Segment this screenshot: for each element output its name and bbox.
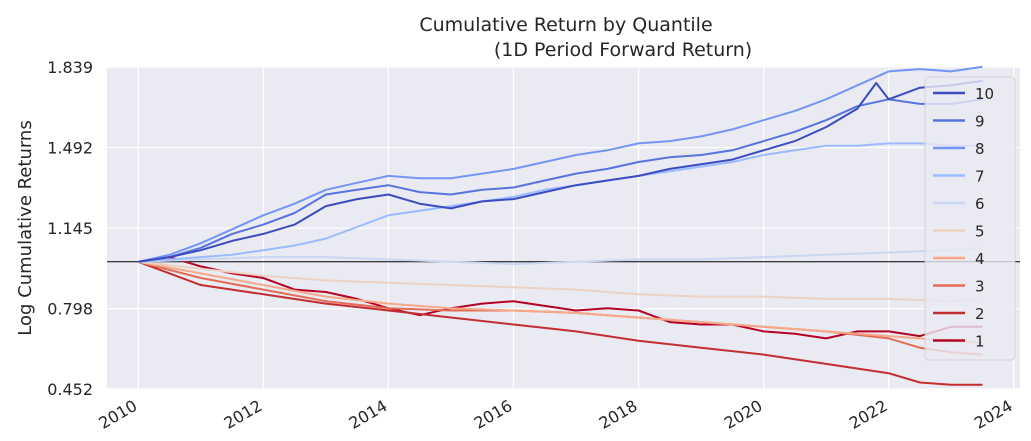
chart-title: Cumulative Return by Quantile [419,14,712,36]
y-tick-label: 0.452 [47,380,93,399]
legend-label-8: 8 [975,140,985,158]
x-tick-label: 2018 [596,396,641,433]
legend-label-3: 3 [975,278,985,296]
series-line-7 [138,142,983,263]
y-tick-label: 1.839 [47,58,93,77]
legend-label-2: 2 [975,305,985,323]
x-tick-label: 2010 [96,396,141,433]
series-line-10 [138,79,983,263]
series-line-4 [138,260,983,344]
legend-label-10: 10 [975,85,994,103]
y-axis-label: Log Cumulative Returns [15,120,36,335]
series-line-6 [138,246,983,266]
x-tick-label: 2016 [471,396,516,433]
legend-label-4: 4 [975,250,985,268]
legend-label-1: 1 [975,333,985,351]
x-tick-label: 2022 [846,396,891,433]
legend-label-5: 5 [975,223,985,241]
y-tick-layer: 0.452 0.798 1.145 1.492 1.839 [47,58,93,399]
series-line-2 [137,260,983,386]
legend-label-9: 9 [975,113,985,131]
x-tick-label: 2012 [221,396,266,433]
x-tick-layer: 2010 2012 2014 2016 2018 2020 2022 2024 [96,396,1016,433]
legend-label-6: 6 [975,195,985,213]
x-tick-label: 2014 [346,396,391,433]
series-line-5 [138,260,983,303]
x-tick-label: 2024 [971,396,1016,433]
y-tick-label: 0.798 [47,300,93,319]
series-layer [137,65,983,386]
series-line-8 [138,65,983,263]
legend-label-7: 7 [975,168,985,186]
legend: 10 9 8 7 6 5 4 3 2 1 [924,76,1016,361]
series-line-9 [138,98,983,263]
y-tick-label: 1.145 [47,219,93,238]
series-line-1 [138,256,983,340]
chart-subtitle: (1D Period Forward Return) [494,39,752,61]
y-tick-label: 1.492 [47,139,93,158]
x-tick-label: 2020 [721,396,766,433]
